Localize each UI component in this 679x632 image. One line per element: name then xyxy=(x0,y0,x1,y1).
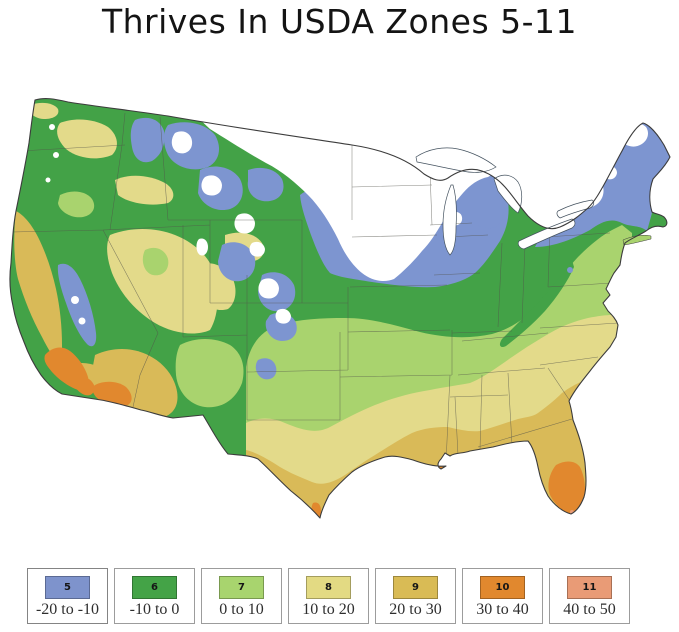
usda-zone-map xyxy=(0,75,679,565)
map-appalachian-green xyxy=(499,260,574,348)
legend-item-zone-11: 11 40 to 50 xyxy=(549,568,630,624)
zone-legend: 5 -20 to -10 6 -10 to 0 7 0 to 10 8 10 t… xyxy=(27,568,630,624)
zone-6-number: 6 xyxy=(151,582,158,593)
zone-7-number: 7 xyxy=(238,582,245,593)
zone-10-swatch: 10 xyxy=(480,576,525,599)
zone-11-swatch: 11 xyxy=(567,576,612,599)
legend-item-zone-5: 5 -20 to -10 xyxy=(27,568,108,624)
legend-item-zone-7: 7 0 to 10 xyxy=(201,568,282,624)
zone-5-number: 5 xyxy=(64,582,71,593)
zone-7-swatch: 7 xyxy=(219,576,264,599)
legend-item-zone-6: 6 -10 to 0 xyxy=(114,568,195,624)
zone-5-swatch: 5 xyxy=(45,576,90,599)
zone-10-number: 10 xyxy=(495,582,510,593)
zone-8-range: 10 to 20 xyxy=(302,601,355,618)
lake-ontario xyxy=(556,199,595,219)
zone-5-range: -20 to -10 xyxy=(35,601,100,618)
zone-9-number: 9 xyxy=(412,582,419,593)
zone-11-range: 40 to 50 xyxy=(563,601,616,618)
zone-8-number: 8 xyxy=(325,582,332,593)
long-island xyxy=(622,234,652,246)
lake-huron xyxy=(493,174,523,214)
us-map-graphic xyxy=(9,97,671,519)
legend-item-zone-9: 9 20 to 30 xyxy=(375,568,456,624)
legend-item-zone-8: 8 10 to 20 xyxy=(288,568,369,624)
map-west-lightgreen-patches xyxy=(58,191,244,408)
zone-8-swatch: 8 xyxy=(306,576,351,599)
page-title: Thrives In USDA Zones 5-11 xyxy=(101,2,578,41)
zone-9-range: 20 to 30 xyxy=(389,601,442,618)
zone-7-range: 0 to 10 xyxy=(219,601,264,618)
zone-11-number: 11 xyxy=(582,582,597,593)
us-outline xyxy=(9,97,671,519)
zone-9-swatch: 9 xyxy=(393,576,438,599)
lake-michigan xyxy=(442,184,457,256)
lake-superior xyxy=(415,147,497,173)
zone-10-range: 30 to 40 xyxy=(476,601,529,618)
zone-6-range: -10 to 0 xyxy=(129,601,180,618)
zone-6-swatch: 6 xyxy=(132,576,177,599)
legend-item-zone-10: 10 30 to 40 xyxy=(462,568,543,624)
state-boundaries xyxy=(11,112,619,464)
